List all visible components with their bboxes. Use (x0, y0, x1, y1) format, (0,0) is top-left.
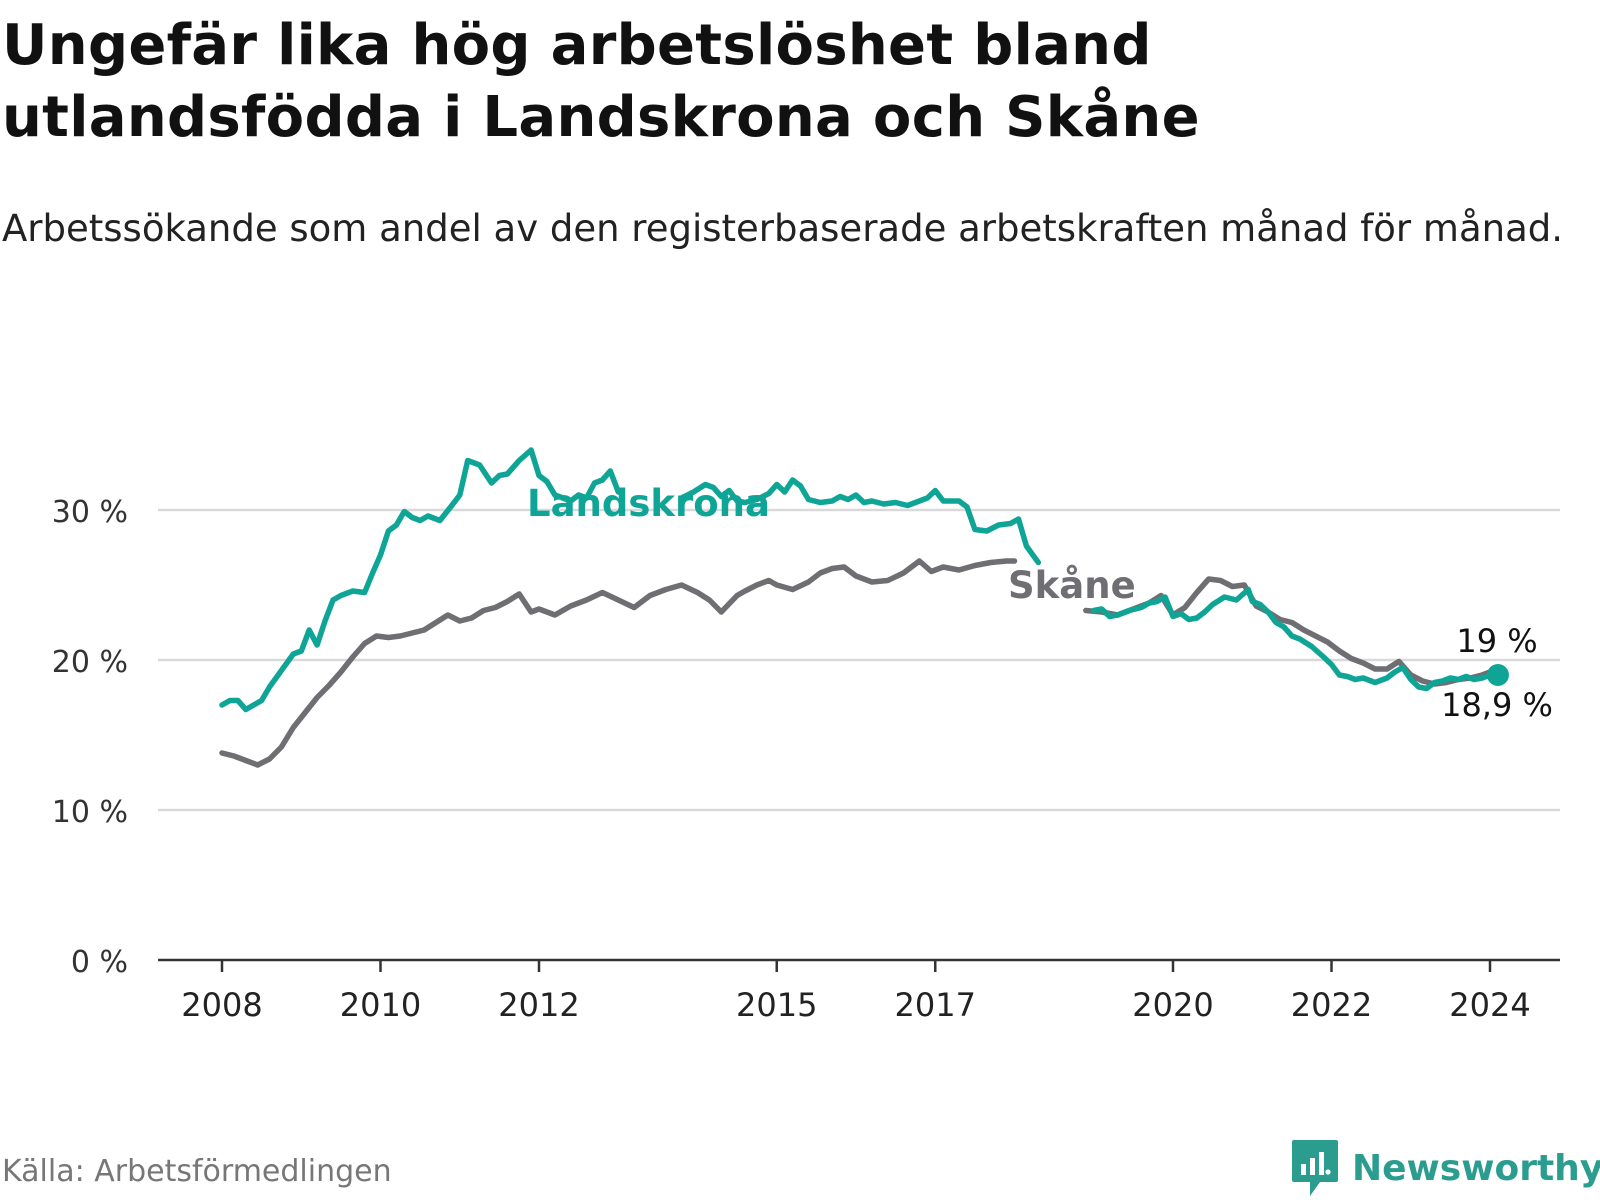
brand-name: Newsworthy (1352, 1147, 1600, 1189)
x-axis: 2008 2010 2012 2015 2017 2020 2022 2024 (158, 958, 1560, 1024)
y-axis-ticks: 0 % 10 % 20 % 30 % (52, 495, 128, 980)
series-line-landskrona (678, 477, 1042, 566)
x-tick-label: 2010 (340, 986, 421, 1024)
x-tick-label: 2015 (736, 986, 817, 1024)
series-labels: Landskrona Skåne 19 % 18,9 % (527, 482, 1553, 724)
x-tick-label: 2020 (1132, 986, 1213, 1024)
end-point-marker (1486, 664, 1509, 686)
newsworthy-logo-icon (1292, 1140, 1338, 1196)
series-line-landskrona (219, 447, 622, 713)
y-tick-label: 20 % (52, 645, 128, 680)
series-line-skane (219, 558, 1018, 768)
y-tick-label: 0 % (71, 945, 128, 980)
y-tick-label: 30 % (52, 495, 128, 530)
chart-subtitle: Arbetssökande som andel av den registerb… (2, 207, 1563, 250)
brand-logo: Newsworthy (1290, 1138, 1600, 1198)
end-label-skane: 18,9 % (1441, 686, 1553, 724)
series-line-landskrona (1091, 586, 1501, 692)
x-tick-label: 2024 (1449, 986, 1530, 1024)
x-tick-label: 2017 (895, 986, 976, 1024)
series-label-landskrona: Landskrona (527, 482, 770, 525)
x-tick-label: 2022 (1291, 986, 1372, 1024)
source-note: Källa: Arbetsförmedlingen (2, 1154, 392, 1189)
series-label-skane: Skåne (1008, 564, 1136, 607)
end-label-landskrona: 19 % (1456, 622, 1537, 660)
chart-title: Ungefär lika hög arbetslöshet bland utla… (2, 13, 1200, 150)
line-chart: 0 % 10 % 20 % 30 % 2008 2010 2012 2015 2017 2020… (52, 447, 1560, 1024)
series (219, 447, 1509, 768)
x-tick-label: 2012 (498, 986, 579, 1024)
x-tick-label: 2008 (181, 986, 262, 1024)
y-tick-label: 10 % (52, 795, 128, 830)
